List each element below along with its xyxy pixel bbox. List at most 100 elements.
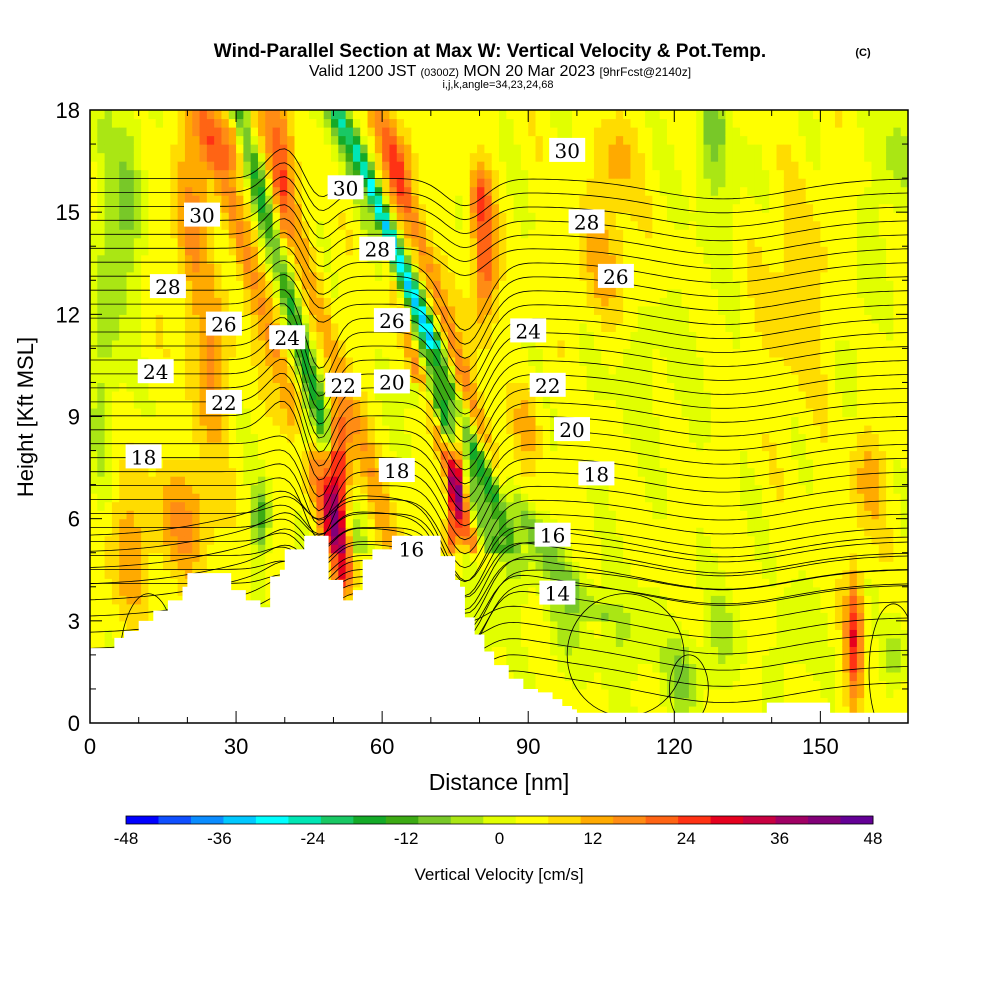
field-cell: [557, 271, 566, 281]
field-cell: [184, 527, 193, 537]
field-cell: [491, 288, 500, 298]
field-cell: [506, 450, 515, 460]
field-cell: [104, 416, 113, 426]
field-cell: [126, 561, 135, 571]
field-cell: [550, 484, 559, 494]
field-cell: [184, 169, 193, 179]
field-cell: [572, 544, 580, 554]
field-cell: [484, 459, 493, 469]
field-cell: [90, 144, 98, 154]
field-cell: [250, 561, 259, 571]
field-cell: [265, 527, 274, 537]
field-cell: [177, 373, 186, 384]
field-cell: [477, 569, 485, 579]
field-cell: [520, 442, 529, 452]
field-cell: [586, 373, 595, 384]
field-cell: [170, 339, 179, 349]
field-cell: [126, 144, 135, 154]
field-cell: [148, 203, 157, 213]
field-cell: [265, 152, 274, 162]
field-cell: [579, 254, 588, 264]
field-cell: [535, 127, 544, 137]
field-cell: [352, 544, 361, 554]
field-cell: [309, 263, 318, 273]
field-cell: [513, 246, 522, 256]
field-cell: [491, 186, 500, 196]
field-cell: [593, 518, 602, 528]
field-cell: [338, 144, 347, 154]
field-cell: [572, 535, 580, 545]
field-cell: [221, 331, 230, 341]
field-cell: [586, 527, 595, 537]
field-cell: [177, 510, 186, 520]
field-cell: [214, 561, 223, 571]
field-cell: [97, 620, 106, 630]
field-cell: [382, 212, 391, 222]
field-cell: [572, 688, 580, 699]
field-cell: [111, 220, 120, 230]
field-cell: [579, 569, 588, 579]
field-cell: [484, 467, 493, 477]
field-cell: [301, 442, 310, 452]
field-cell: [119, 118, 128, 128]
field-cell: [455, 271, 464, 281]
field-cell: [367, 527, 376, 537]
field-cell: [163, 246, 171, 256]
field-cell: [506, 612, 515, 622]
field-cell: [177, 595, 186, 605]
field-cell: [491, 127, 500, 137]
field-cell: [155, 382, 164, 392]
field-cell: [557, 561, 566, 571]
field-cell: [462, 467, 471, 477]
field-cell: [557, 203, 566, 213]
field-cell: [433, 501, 442, 511]
field-cell: [447, 407, 456, 418]
field-cell: [484, 561, 493, 571]
field-cell: [323, 450, 332, 460]
field-cell: [535, 356, 544, 367]
field-cell: [228, 246, 237, 256]
field-cell: [214, 297, 223, 307]
field-cell: [214, 237, 223, 247]
field-cell: [425, 501, 434, 511]
field-cell: [367, 203, 376, 213]
field-cell: [184, 373, 193, 384]
field-cell: [374, 220, 383, 230]
field-cell: [535, 399, 544, 409]
field-cell: [367, 348, 376, 358]
field-cell: [352, 527, 361, 537]
field-cell: [499, 552, 507, 562]
field-cell: [323, 152, 332, 162]
field-cell: [228, 476, 237, 486]
field-cell: [367, 178, 376, 188]
field-cell: [557, 646, 566, 656]
field-cell: [542, 407, 551, 418]
field-cell: [155, 110, 164, 120]
field-cell: [360, 544, 369, 554]
field-cell: [528, 527, 537, 537]
field-cell: [199, 280, 208, 290]
field-cell: [396, 331, 405, 341]
field-cell: [163, 144, 171, 154]
field-cell: [528, 186, 537, 196]
field-cell: [192, 527, 201, 537]
field-cell: [447, 161, 456, 171]
field-cell: [469, 144, 478, 154]
field-cell: [104, 501, 113, 511]
field-cell: [148, 544, 157, 554]
field-cell: [586, 646, 595, 656]
field-cell: [469, 595, 478, 605]
field-cell: [111, 212, 120, 222]
field-cell: [257, 484, 266, 494]
field-cell: [141, 612, 150, 622]
field-cell: [506, 467, 515, 477]
field-cell: [506, 603, 515, 613]
field-cell: [177, 433, 186, 443]
field-cell: [462, 348, 471, 358]
field-cell: [184, 297, 193, 307]
field-cell: [513, 663, 522, 673]
field-cell: [104, 637, 113, 647]
field-cell: [484, 595, 493, 605]
field-cell: [564, 680, 573, 690]
field-cell: [382, 203, 391, 213]
